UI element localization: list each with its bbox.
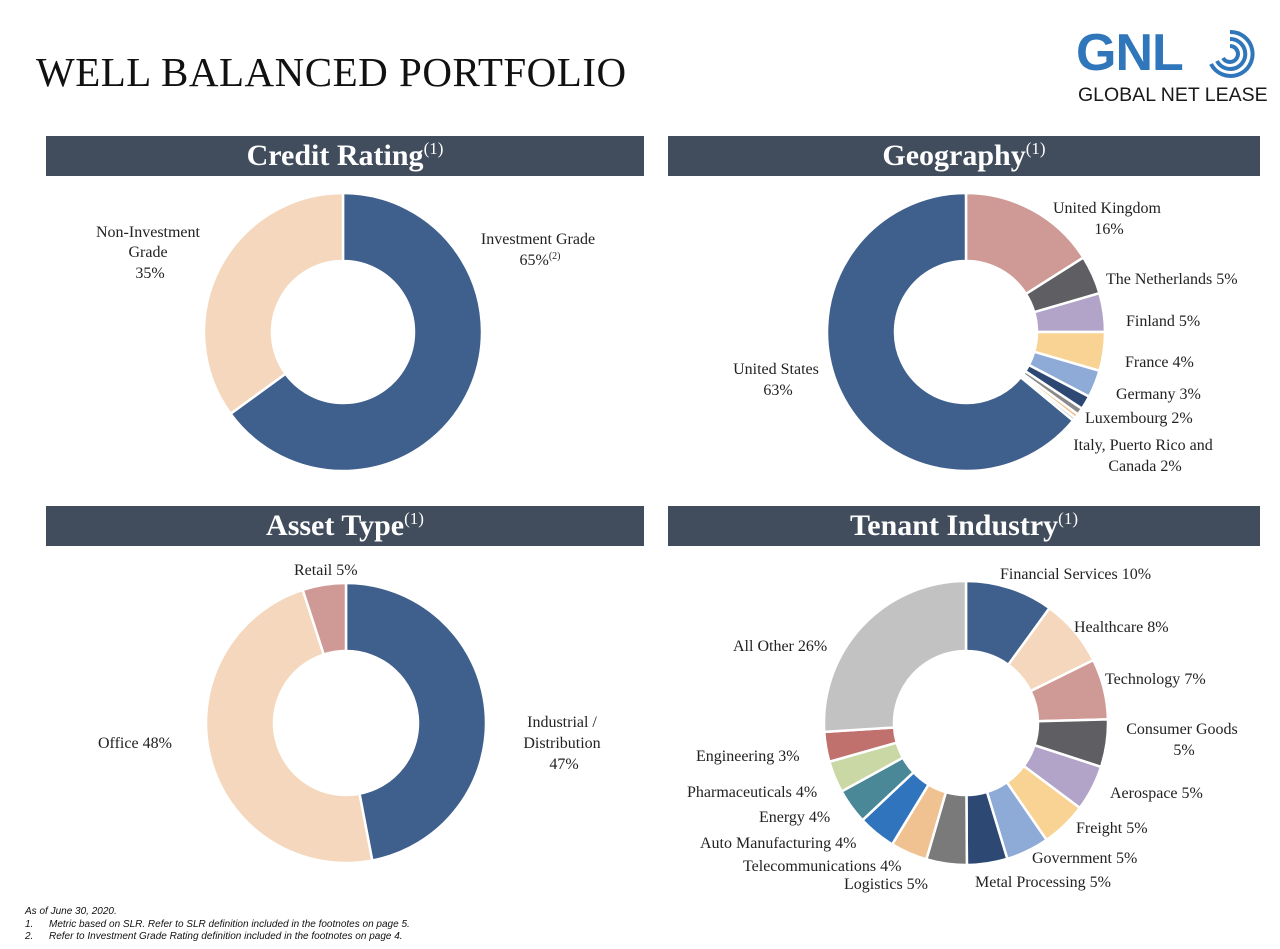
label-office: Office 48% bbox=[98, 735, 172, 752]
slice-non-investment-grade bbox=[202, 191, 345, 416]
label-investment-grade: Investment Grade 65%(2) bbox=[481, 231, 599, 269]
slice-industrial-distribution bbox=[344, 581, 488, 862]
label-freight: Freight 5% bbox=[1076, 820, 1148, 837]
asset-type-title-footnote: (1) bbox=[404, 509, 424, 528]
slice-office bbox=[204, 588, 374, 865]
label-consumer-goods: Consumer Goods 5% bbox=[1126, 721, 1242, 759]
asset-type-title: Asset Type bbox=[266, 509, 405, 542]
label-retail: Retail 5% bbox=[294, 562, 358, 579]
label-france: France 4% bbox=[1125, 354, 1194, 371]
label-germany: Germany 3% bbox=[1116, 386, 1201, 403]
label-pharmaceuticals: Pharmaceuticals 4% bbox=[687, 784, 817, 801]
label-aerospace: Aerospace 5% bbox=[1110, 785, 1203, 802]
label-technology: Technology 7% bbox=[1105, 671, 1206, 688]
label-all-other: All Other 26% bbox=[733, 638, 827, 655]
label-financial-services: Financial Services 10% bbox=[1000, 566, 1151, 583]
asset-type-donut bbox=[204, 581, 488, 865]
credit-rating-header: Credit Rating(1) bbox=[46, 136, 644, 176]
footnote-1: 1. Metric based on SLR. Refer to SLR defi… bbox=[25, 918, 410, 930]
slice-investment-grade bbox=[228, 191, 484, 473]
label-non-investment-grade: Non-Investment Grade 35% bbox=[96, 224, 204, 282]
label-auto-manufacturing: Auto Manufacturing 4% bbox=[700, 835, 856, 852]
label-logistics: Logistics 5% bbox=[844, 876, 928, 893]
label-luxembourg: Luxembourg 2% bbox=[1085, 410, 1193, 427]
label-industrial-distribution: Industrial / Distribution 47% bbox=[523, 714, 604, 773]
label-united-kingdom: United Kingdom 16% bbox=[1053, 200, 1165, 238]
tenant-industry-donut bbox=[822, 579, 1110, 867]
logo-text: GLOBAL NET LEASE bbox=[1078, 84, 1268, 106]
geography-title: Geography bbox=[882, 139, 1026, 172]
slice-retail bbox=[301, 581, 348, 657]
label-healthcare: Healthcare 8% bbox=[1074, 619, 1169, 636]
geography-title-footnote: (1) bbox=[1025, 139, 1046, 158]
credit-rating-title-footnote: (1) bbox=[423, 139, 444, 158]
label-engineering: Engineering 3% bbox=[696, 748, 800, 765]
label-italy-puerto-rico-canada: Italy, Puerto Rico and Canada 2% bbox=[1073, 437, 1216, 475]
label-government: Government 5% bbox=[1032, 850, 1137, 867]
tenant-industry-title-footnote: (1) bbox=[1058, 509, 1078, 528]
swirl-logo-icon bbox=[1209, 29, 1255, 78]
footnotes: As of June 30, 2020. 1. Metric based on S… bbox=[25, 906, 410, 944]
label-netherlands: The Netherlands 5% bbox=[1106, 271, 1238, 288]
geography-donut bbox=[825, 191, 1107, 473]
tenant-industry-header: Tenant Industry(1) bbox=[668, 506, 1260, 546]
page-title: WELL BALANCED PORTFOLIO bbox=[36, 49, 627, 95]
label-telecommunications: Telecommunications 4% bbox=[743, 858, 901, 875]
label-united-states: United States 63% bbox=[733, 361, 823, 399]
asset-type-header: Asset Type(1) bbox=[46, 506, 644, 546]
label-energy: Energy 4% bbox=[759, 809, 830, 826]
logo-mark: GNL bbox=[1076, 24, 1184, 82]
label-metal-processing: Metal Processing 5% bbox=[975, 874, 1111, 891]
credit-rating-donut bbox=[202, 191, 484, 473]
slice-all-other bbox=[822, 579, 968, 734]
tenant-industry-title: Tenant Industry bbox=[850, 509, 1059, 542]
slice-united-states bbox=[825, 191, 1075, 473]
label-finland: Finland 5% bbox=[1126, 313, 1200, 330]
credit-rating-title: Credit Rating bbox=[246, 139, 424, 172]
footnote-2: 2. Refer to Investment Grade Rating defin… bbox=[25, 931, 403, 942]
gnl-logo: GNL GLOBAL NET LEASE bbox=[1076, 24, 1268, 108]
geography-header: Geography(1) bbox=[668, 136, 1260, 176]
as-of-note: As of June 30, 2020. bbox=[25, 906, 117, 917]
